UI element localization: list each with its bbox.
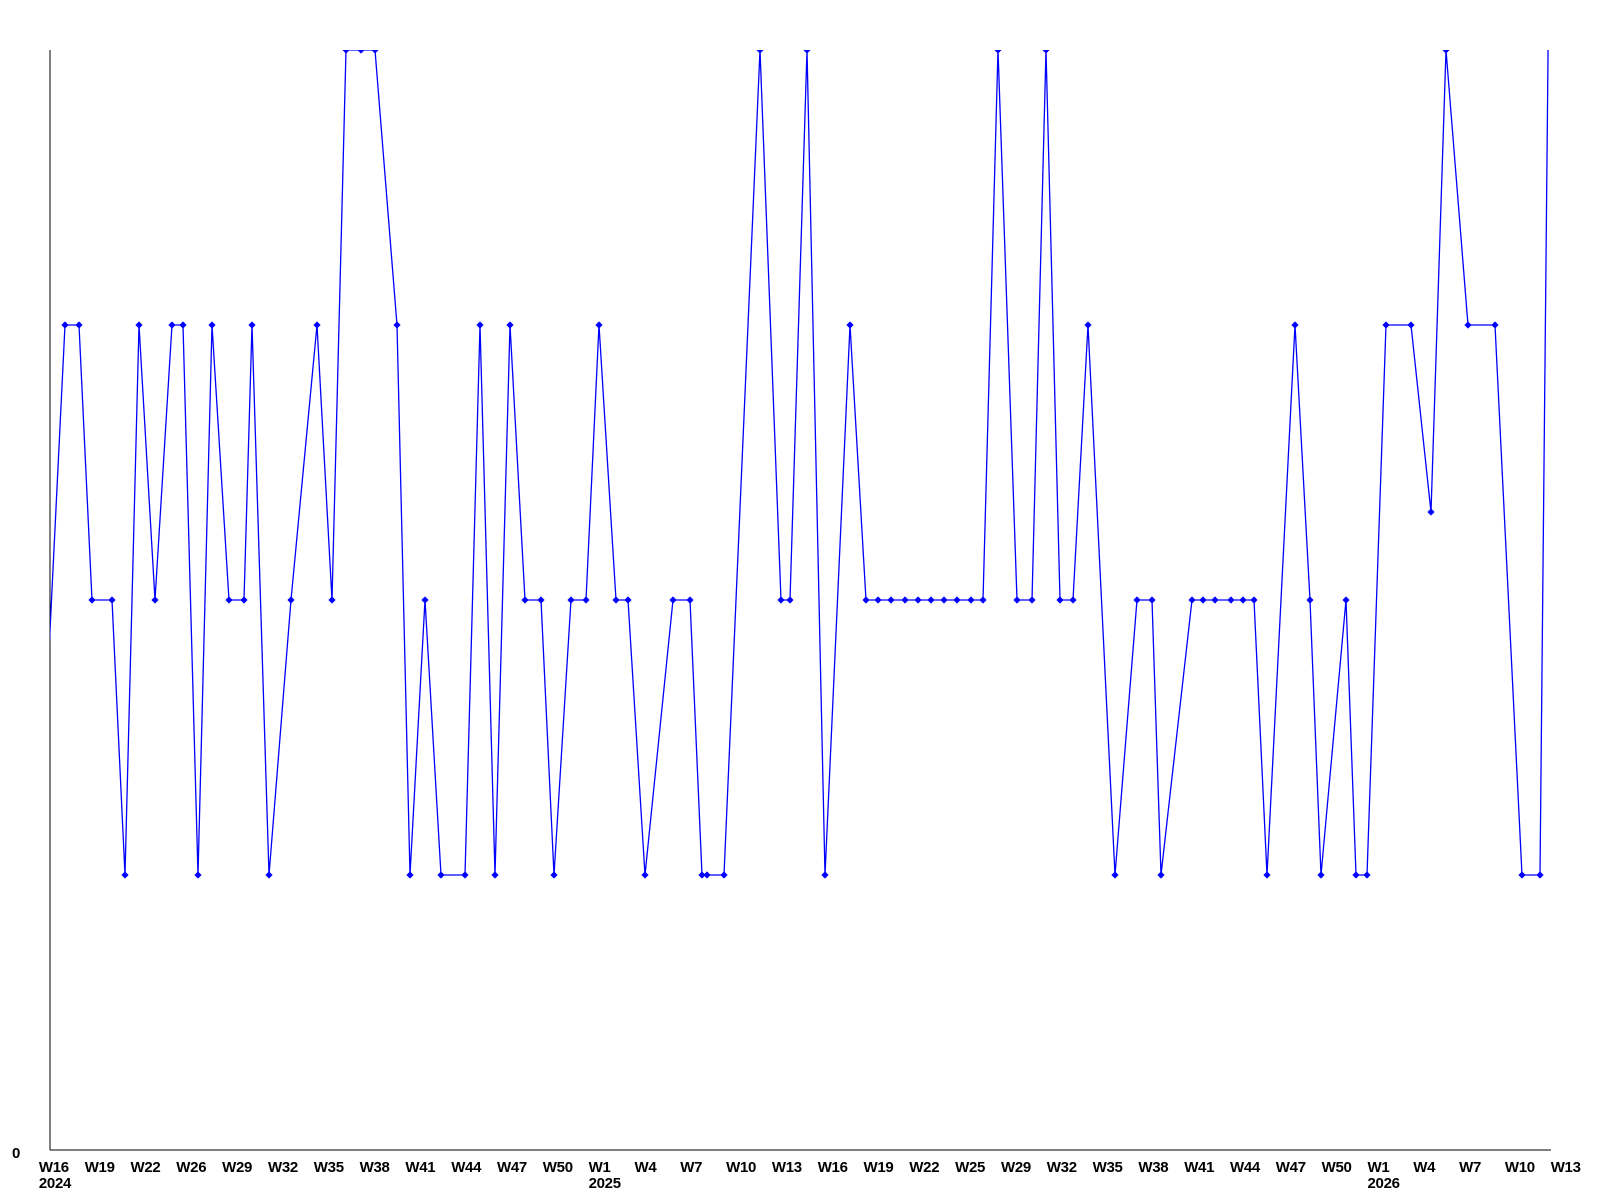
svg-text:W29: W29 [1001, 1159, 1031, 1176]
svg-text:W16: W16 [39, 1159, 69, 1176]
svg-text:W22: W22 [909, 1159, 939, 1176]
svg-text:W32: W32 [1047, 1159, 1077, 1176]
svg-text:W35: W35 [314, 1159, 344, 1176]
svg-text:W44: W44 [451, 1159, 482, 1176]
svg-text:W7: W7 [680, 1159, 702, 1176]
svg-text:W13: W13 [1551, 1159, 1581, 1176]
svg-text:W47: W47 [497, 1159, 527, 1176]
svg-text:W10: W10 [1505, 1159, 1535, 1176]
svg-text:0: 0 [12, 1145, 20, 1162]
svg-text:W35: W35 [1093, 1159, 1123, 1176]
svg-text:W16: W16 [818, 1159, 848, 1176]
svg-text:2025: 2025 [589, 1175, 621, 1192]
svg-text:W1: W1 [1368, 1159, 1390, 1176]
svg-text:W19: W19 [864, 1159, 894, 1176]
svg-text:W29: W29 [222, 1159, 252, 1176]
svg-text:W50: W50 [543, 1159, 573, 1176]
svg-text:W32: W32 [268, 1159, 298, 1176]
svg-text:W41: W41 [405, 1159, 435, 1176]
svg-text:W22: W22 [131, 1159, 161, 1176]
svg-text:W7: W7 [1459, 1159, 1481, 1176]
svg-text:W38: W38 [360, 1159, 390, 1176]
svg-text:W19: W19 [85, 1159, 115, 1176]
svg-text:W25: W25 [955, 1159, 985, 1176]
svg-text:W10: W10 [726, 1159, 756, 1176]
svg-text:W13: W13 [772, 1159, 802, 1176]
svg-text:2024: 2024 [39, 1175, 72, 1192]
svg-text:W38: W38 [1138, 1159, 1168, 1176]
svg-text:W41: W41 [1184, 1159, 1214, 1176]
svg-text:2026: 2026 [1368, 1175, 1400, 1192]
svg-text:W1: W1 [589, 1159, 611, 1176]
svg-text:W26: W26 [176, 1159, 206, 1176]
svg-text:W47: W47 [1276, 1159, 1306, 1176]
svg-text:W4: W4 [635, 1159, 658, 1176]
svg-text:W44: W44 [1230, 1159, 1261, 1176]
svg-text:W50: W50 [1322, 1159, 1352, 1176]
svg-text:W4: W4 [1413, 1159, 1436, 1176]
